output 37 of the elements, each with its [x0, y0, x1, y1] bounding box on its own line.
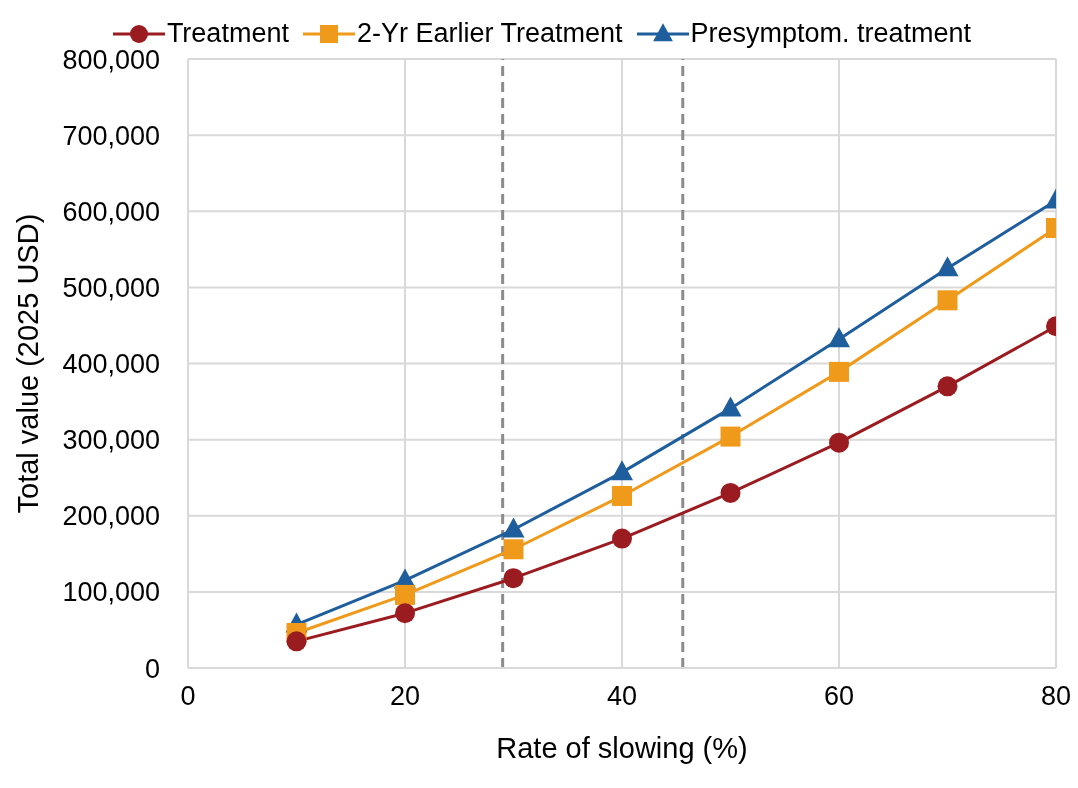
point: [829, 361, 849, 382]
x-axis-title: Rate of slowing (%): [496, 732, 748, 764]
y-tick-label: 100,000: [62, 577, 160, 608]
y-tick-label: 600,000: [62, 196, 160, 227]
y-tick-label: 400,000: [62, 349, 160, 380]
x-tick-label: 80: [1040, 681, 1072, 712]
legend-label: 2-Yr Earlier Treatment: [356, 18, 623, 49]
point: [503, 539, 524, 560]
x-tick-label: 40: [606, 681, 638, 712]
point: [503, 568, 524, 589]
x-tick-label: 20: [389, 681, 421, 712]
y-tick-label: 200,000: [62, 501, 160, 532]
legend-label: Presymptom. treatment: [690, 18, 972, 49]
y-tick-label: 0: [144, 653, 160, 684]
x-tick-label: 60: [823, 681, 855, 712]
point: [395, 584, 415, 605]
y-tick-label: 700,000: [62, 120, 160, 151]
point: [502, 517, 525, 538]
point: [936, 256, 959, 277]
x-tick-label: 0: [180, 681, 196, 712]
point: [720, 482, 741, 503]
legend-label: Treatment: [166, 18, 289, 49]
point: [937, 290, 958, 311]
y-tick-label: 800,000: [62, 44, 160, 75]
point: [719, 396, 742, 417]
point: [828, 327, 850, 348]
y-tick-label: 500,000: [62, 272, 160, 303]
point: [829, 432, 849, 453]
point: [612, 485, 632, 506]
point: [286, 631, 307, 652]
point: [720, 426, 741, 447]
point: [612, 528, 632, 549]
point: [611, 460, 633, 481]
y-axis-title: Total value (2025 USD): [12, 213, 45, 514]
y-tick-label: 300,000: [62, 425, 160, 456]
point: [395, 603, 415, 624]
point: [937, 376, 958, 397]
